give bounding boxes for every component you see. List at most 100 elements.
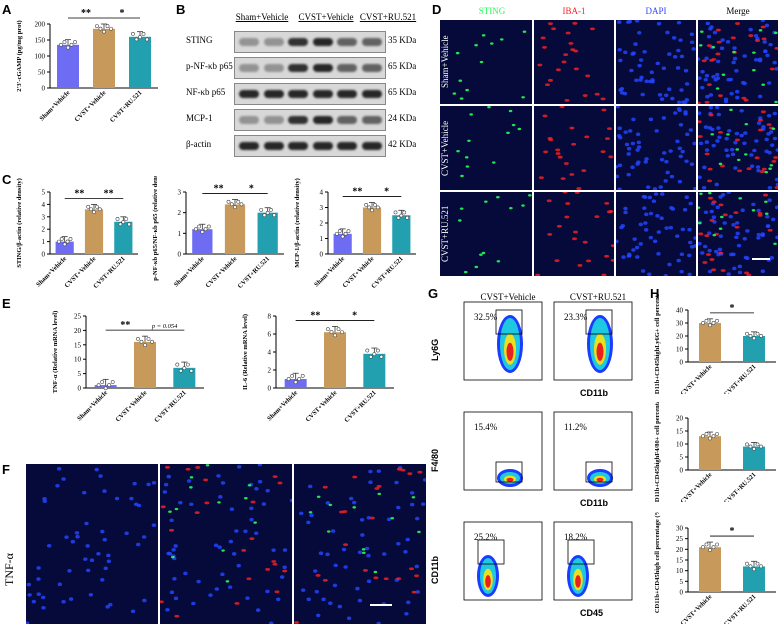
chart-c-sting: STING/β-actin (relative density) 012345Sh…: [16, 178, 138, 290]
data-point: [56, 239, 61, 244]
flow-x-axis-label: CD11b: [580, 498, 609, 508]
y-axis-label: CD11b+CD45high cell percentage (%): [654, 512, 661, 613]
blot-row: STING 35 KDa: [186, 30, 426, 53]
data-point: [68, 237, 73, 241]
panel-label-h: H: [650, 286, 660, 301]
data-point: [107, 383, 112, 387]
micrograph-tile: [616, 192, 696, 276]
significance-label: **: [214, 183, 224, 194]
blot-band: [239, 38, 259, 46]
chart-c-mcp1: MCP-1/β-actin (relative density) 01234Sha…: [294, 178, 416, 290]
data-point: [98, 26, 103, 31]
data-point: [329, 330, 334, 334]
data-point: [364, 202, 369, 207]
significance-label: **: [120, 320, 130, 331]
data-point: [759, 334, 763, 338]
blot-size-label: 42 KDa: [388, 139, 417, 149]
bar: [57, 44, 79, 88]
y-tick-label: 8: [268, 313, 272, 321]
blot-strip: [234, 135, 386, 157]
blot-band: [337, 142, 357, 150]
blot-group-sham: Sham+Vehicle: [235, 12, 289, 22]
y-tick-label: 5: [78, 370, 82, 378]
flow-plot-frame: [463, 521, 543, 601]
panel-label-d: D: [432, 2, 442, 17]
data-point: [138, 35, 142, 39]
data-point: [259, 207, 264, 212]
data-point: [239, 202, 244, 207]
data-point: [109, 26, 113, 31]
blot-band: [263, 142, 284, 150]
density-core: [575, 575, 581, 588]
y-tick-label: 25: [74, 313, 82, 321]
density-core: [485, 575, 491, 588]
flow-gate: [585, 461, 613, 483]
data-point: [118, 222, 123, 227]
data-point: [95, 24, 99, 29]
data-point: [748, 444, 753, 449]
flow-scatter-plot: 18.2%: [553, 521, 633, 601]
y-axis-label: MCP-1/β-actin (relative density): [294, 178, 301, 268]
significance-label: *: [352, 310, 357, 321]
data-point: [336, 327, 341, 332]
blot-band: [263, 90, 284, 98]
blot-band: [312, 38, 333, 46]
flow-plot-frame: [553, 521, 633, 601]
y-tick-label: 1: [320, 235, 324, 243]
x-tick-label: CVST+RU.521: [153, 389, 188, 424]
data-point: [402, 210, 407, 215]
data-point: [100, 380, 105, 384]
density-core: [596, 342, 604, 361]
blot-row: NF-κb p65 65 KDa: [186, 82, 426, 105]
y-tick-label: 0: [178, 251, 182, 259]
data-point: [206, 224, 211, 229]
x-tick-label: Sham+Vehicle: [38, 89, 71, 122]
tnf-microscopy-panel: TNF-α Sham+VehicleCVST+VehicleRU.521+Veh…: [0, 464, 426, 628]
data-point: [368, 354, 373, 359]
data-point: [343, 231, 348, 236]
blot-group-cvst: CVST+Vehicle: [298, 12, 354, 22]
bar: [192, 229, 213, 254]
y-tick-label: 20: [676, 333, 684, 341]
flow-y-axis-label: F4/80: [430, 448, 440, 472]
data-point: [290, 373, 295, 378]
chart-c-pnfkb: p-NF-κb p65/NF-κb p65 (relative density)…: [152, 176, 284, 290]
blot-row: MCP-1 24 KDa: [186, 108, 426, 131]
blot-band: [239, 142, 259, 150]
flow-column-header: CVST+Vehicle: [480, 292, 536, 302]
if-row-label: Sham+Vehicle: [440, 20, 452, 104]
significance-label: **: [352, 187, 362, 198]
data-point: [193, 227, 198, 232]
blot-strip: [234, 109, 386, 131]
data-point: [226, 199, 231, 204]
flow-gate-percent: 32.5%: [474, 312, 498, 322]
y-tick-label: 0: [320, 251, 324, 259]
y-tick-label: 0: [42, 85, 46, 93]
blot-row: β-actin 42 KDa: [186, 134, 426, 157]
data-point: [145, 37, 149, 42]
data-point: [711, 545, 716, 550]
data-point: [236, 199, 241, 204]
bar: [55, 241, 74, 254]
data-point: [337, 229, 342, 234]
data-point: [373, 202, 377, 207]
y-axis-label: TNF-α (Relative mRNA level): [52, 311, 59, 394]
data-point: [300, 374, 305, 378]
significance-label: p = 0.054: [151, 323, 178, 330]
bar: [257, 212, 278, 254]
x-tick-label: Sham+Vehicle: [266, 389, 299, 422]
micrograph-tile: [26, 464, 158, 624]
y-tick-label: 100: [35, 53, 46, 61]
if-microscopy-panel: STING IBA-1 DAPI Merge Sham+Vehicle CVST+Veh…: [440, 6, 782, 276]
x-tick-label: CVST+RU.521: [343, 389, 378, 424]
x-tick-label: CVST+Vehicle: [679, 363, 713, 394]
micrograph-tile: [452, 106, 532, 190]
data-point: [115, 217, 120, 221]
data-point: [711, 434, 716, 439]
if-channel-header: STING: [478, 6, 506, 16]
flow-gate: [495, 461, 523, 483]
bar: [743, 566, 765, 592]
if-channel-header: IBA-1: [562, 6, 586, 16]
x-tick-label: CVST+RU.521: [723, 471, 758, 502]
blot-protein-label: β-actin: [186, 139, 212, 149]
